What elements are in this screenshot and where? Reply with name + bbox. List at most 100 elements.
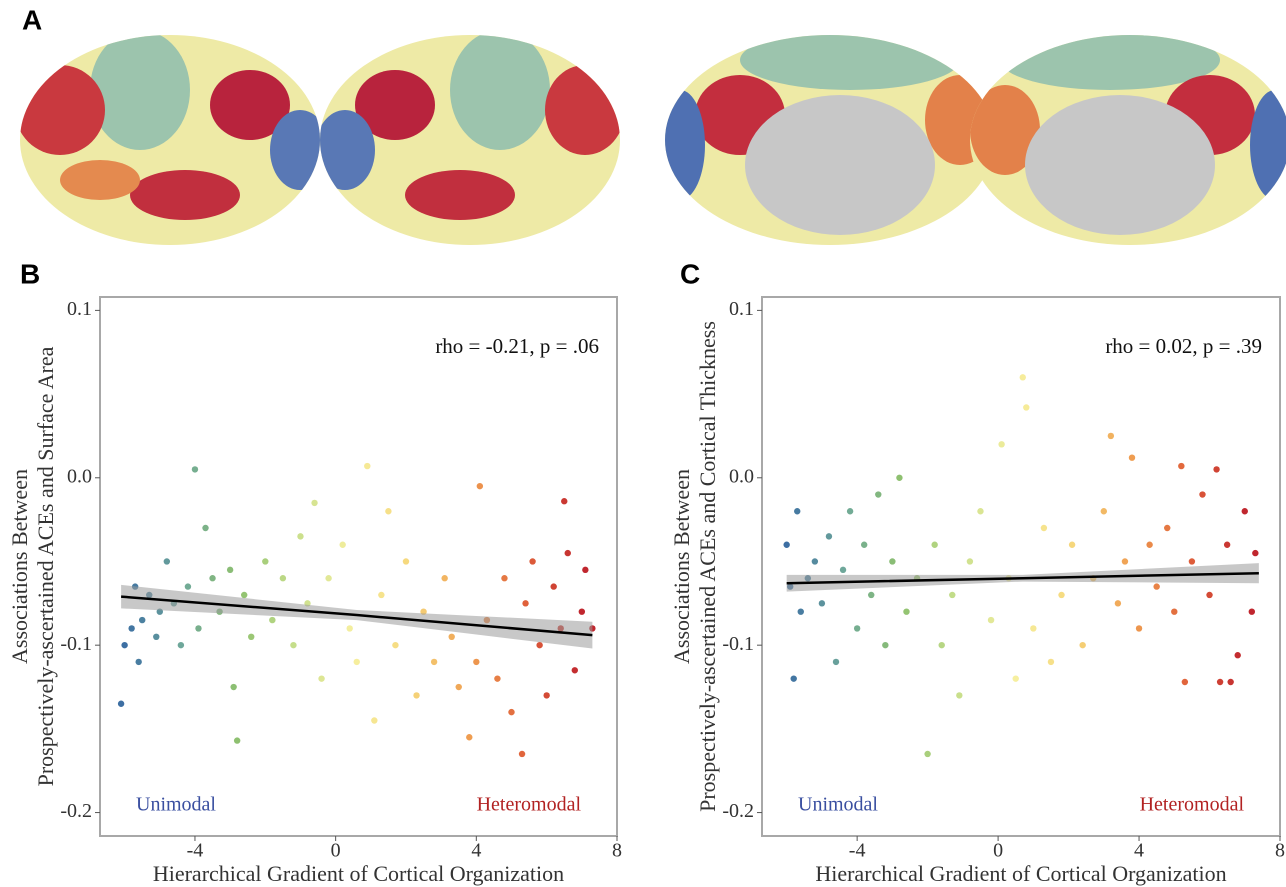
point [153, 633, 160, 641]
point [550, 583, 557, 590]
panel-letter: C [680, 258, 700, 289]
left-note: Unimodal [136, 794, 216, 816]
point [1023, 404, 1030, 411]
point [875, 491, 882, 498]
point [230, 683, 237, 691]
point [402, 558, 410, 565]
panel-letter: B [20, 258, 40, 289]
point [1164, 524, 1171, 532]
y-tick-label: 0.1 [67, 298, 92, 320]
point [924, 750, 931, 758]
y-tick-label: 0.0 [729, 465, 754, 487]
point [811, 558, 819, 565]
point [966, 558, 974, 565]
point [956, 692, 963, 699]
point [1012, 675, 1019, 682]
point [448, 633, 455, 641]
point [163, 558, 171, 565]
point [790, 675, 797, 682]
point [226, 566, 234, 574]
point [1234, 652, 1241, 659]
point [543, 692, 550, 699]
point [832, 658, 840, 666]
confidence-band [121, 584, 593, 649]
x-tick-label: 8 [612, 840, 622, 862]
point [184, 583, 192, 590]
point [1199, 491, 1206, 498]
left-note: Unimodal [798, 794, 878, 816]
point [931, 541, 938, 548]
right-note: Heteromodal [477, 794, 582, 816]
x-tick-label: 4 [471, 840, 481, 862]
point [529, 558, 536, 565]
point [117, 700, 125, 707]
point [318, 675, 325, 682]
x-tick-label: -4 [849, 840, 866, 862]
point [1047, 658, 1055, 666]
point [455, 683, 462, 691]
point [571, 667, 578, 674]
point [1040, 524, 1048, 532]
fit-line [121, 595, 593, 637]
point [466, 734, 473, 741]
y-tick-label: -0.2 [722, 800, 754, 822]
point [1121, 558, 1129, 565]
point [522, 600, 529, 607]
point [1146, 541, 1153, 548]
point [269, 616, 276, 624]
point [311, 499, 318, 507]
point [128, 625, 135, 632]
point [1068, 541, 1076, 548]
point [1058, 591, 1065, 599]
x-axis-label: Hierarchical Gradient of Cortical Organi… [153, 861, 564, 886]
point [1188, 558, 1196, 565]
point [1213, 466, 1220, 473]
point [1128, 454, 1136, 461]
point [1206, 591, 1213, 599]
point [1252, 549, 1259, 557]
point [195, 625, 202, 632]
point [846, 508, 854, 515]
panel-letter: A [22, 4, 42, 35]
point [233, 737, 241, 744]
point [501, 575, 508, 582]
point [998, 441, 1005, 448]
point [1178, 462, 1185, 470]
point [818, 600, 826, 607]
x-tick-label: 4 [1134, 840, 1144, 862]
point [794, 508, 801, 515]
plot-frame [761, 296, 1281, 837]
point [839, 566, 847, 574]
point [1248, 608, 1256, 615]
point [364, 462, 371, 470]
point [248, 633, 255, 641]
right-note: Heteromodal [1140, 794, 1245, 816]
point [1227, 678, 1234, 686]
point [987, 616, 995, 624]
point [290, 641, 297, 649]
point [139, 616, 146, 624]
point [1019, 374, 1026, 381]
point [977, 508, 984, 515]
y-tick-label: -0.1 [722, 633, 754, 655]
point [473, 658, 480, 666]
point [346, 625, 353, 632]
point [860, 541, 868, 548]
point [378, 591, 385, 599]
x-tick-label: -4 [187, 840, 204, 862]
point [938, 641, 945, 649]
point [385, 508, 392, 515]
y-axis-label: Associations Between [669, 469, 694, 664]
point [582, 566, 589, 574]
point [1171, 608, 1178, 615]
plot-frame [99, 296, 618, 837]
point [1216, 678, 1224, 686]
y-tick-label: -0.2 [60, 800, 92, 822]
point [1100, 508, 1108, 515]
x-tick-label: 0 [993, 840, 1003, 862]
point [882, 641, 889, 649]
x-tick-label: 0 [331, 840, 341, 862]
annotation: rho = 0.02, p = .39 [1105, 334, 1262, 358]
point [325, 575, 332, 582]
